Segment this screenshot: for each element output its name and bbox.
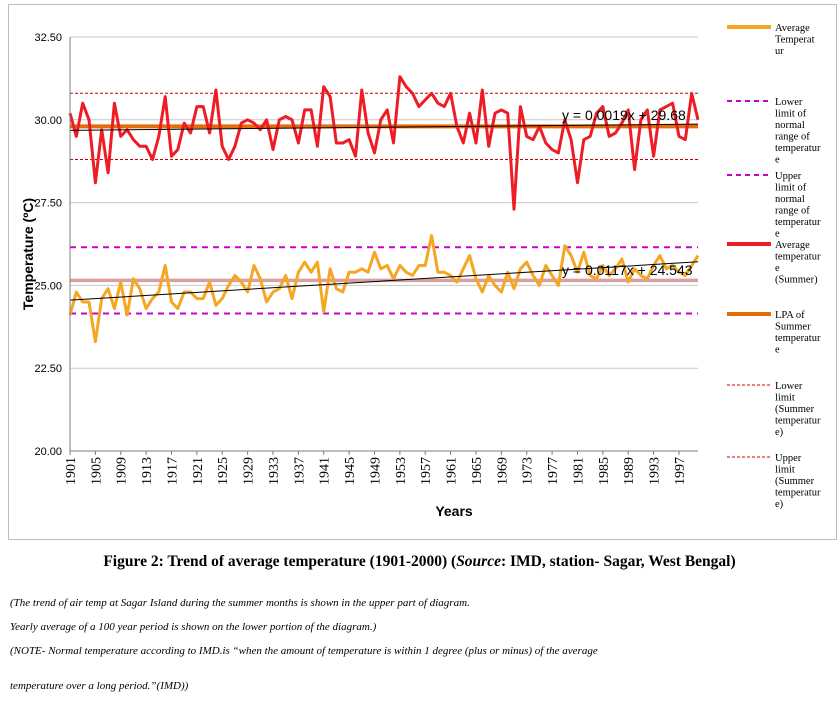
legend-label: Lower limit (Summer temperatur e) [775,381,821,438]
x-tick-label: 1973 [521,457,536,485]
note-line-4: temperature over a long period.”(IMD)) [10,680,189,692]
x-tick-label: 1929 [242,457,257,485]
chart-frame [8,4,837,540]
x-tick-label: 1957 [419,457,434,485]
x-tick-label: 1977 [546,457,561,485]
x-tick-label: 1989 [622,457,637,485]
trendline-equation: y = 0.0117x + 24.543 [562,262,693,278]
x-tick-label: 1905 [89,457,104,485]
x-tick-label: 1949 [368,457,383,485]
trendline-equation: y = 0.0019x + 29.68 [562,107,686,123]
x-tick-label: 1933 [267,457,282,485]
x-tick-label: 1985 [597,457,612,485]
x-tick-label: 1969 [495,457,510,485]
trendline [69,261,699,301]
caption-suffix: : IMD, station- Sagar, West Bengal) [500,553,736,570]
x-tick-label: 1997 [673,457,688,485]
note-line-3: (NOTE- Normal temperature according to I… [10,645,598,657]
x-tick-label: 1913 [140,457,155,485]
y-tick-label: 22.50 [34,363,62,375]
legend-label: Upper limit (Summer temperatur e) [775,453,821,510]
x-tick-label: 1965 [470,457,485,485]
series-line [68,234,700,344]
trendline [69,123,699,131]
caption-source-word: Source [456,553,501,570]
legend-label: Lower limit of normal range of temperatur e [775,97,821,166]
x-tick-label: 1993 [648,457,663,485]
note-line-2: Yearly average of a 100 year period is s… [10,621,377,633]
x-tick-label: 1921 [191,457,206,485]
x-tick-label: 1945 [343,457,358,485]
y-tick-label: 20.00 [34,446,62,458]
x-tick-label: 1917 [165,457,180,485]
y-tick-label: 32.50 [34,32,62,44]
x-tick-label: 1901 [64,457,79,485]
y-axis-title: Temperature (ºC) [20,198,36,310]
legend-label: Average temperatur e (Summer) [775,240,821,286]
legend-label: Average Temperat ur [775,23,815,57]
series-line [68,75,700,211]
x-tick-label: 1941 [318,457,333,485]
legend-label: Upper limit of normal range of temperatur e [775,171,821,240]
x-axis-title: Years [435,503,473,519]
y-tick-label: 25.00 [34,280,62,292]
caption-prefix: Figure 2: Trend of average temperature (… [103,553,457,570]
y-tick-label: 30.00 [34,115,62,127]
x-tick-label: 1961 [445,457,460,485]
x-tick-label: 1909 [115,457,130,485]
temperature-chart: y = 0.0019x + 29.68y = 0.0117x + 24.543 … [20,23,821,519]
y-tick-label: 27.50 [34,198,62,210]
figure-caption: Figure 2: Trend of average temperature (… [0,553,839,571]
legend-label: LPA of Summer temperatur e [775,310,821,356]
x-tick-label: 1981 [571,457,586,485]
note-line-1: (The trend of air temp at Sagar Island d… [10,597,470,609]
x-tick-label: 1925 [216,457,231,485]
x-tick-label: 1937 [292,457,307,485]
x-tick-label: 1953 [394,457,409,485]
